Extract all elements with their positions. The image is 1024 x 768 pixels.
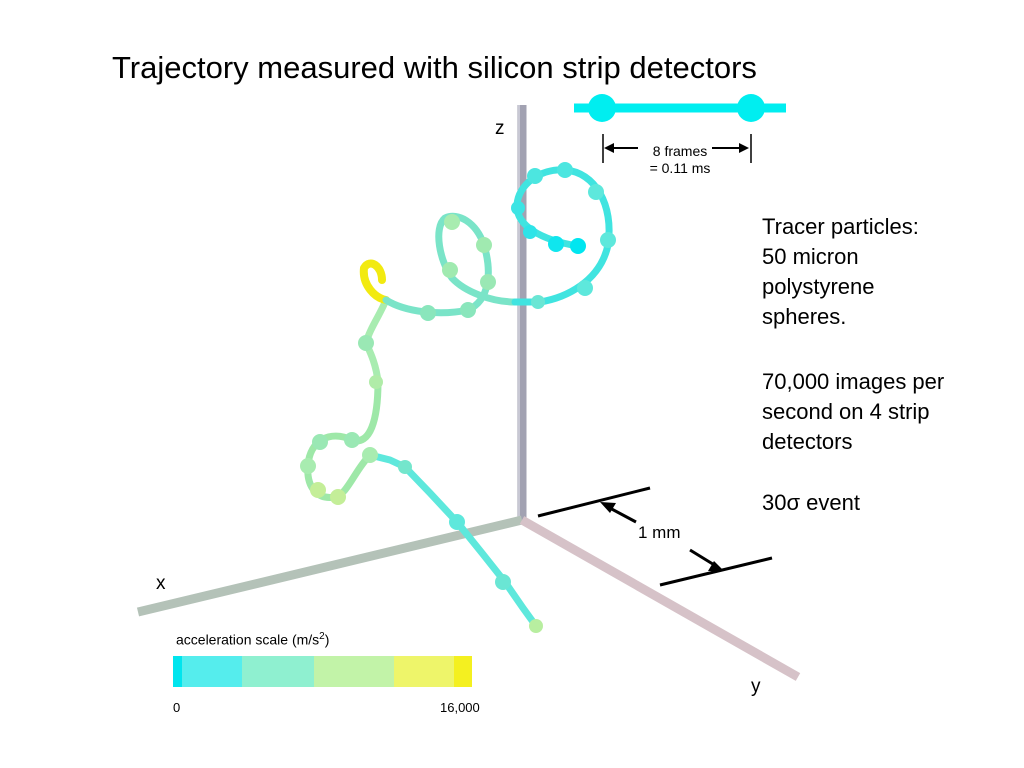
- imaging-note-line: detectors: [762, 429, 853, 454]
- trajectory-bead: [444, 214, 460, 230]
- page-title: Trajectory measured with silicon strip d…: [112, 50, 757, 85]
- trajectory-bead: [570, 238, 586, 254]
- x-axis-label: x: [156, 573, 166, 594]
- y-axis: [519, 516, 801, 681]
- trajectory-bead: [420, 305, 436, 321]
- trajectory-bead: [577, 280, 593, 296]
- color-scale-segment: [173, 656, 182, 687]
- frame-dot-end: [737, 94, 765, 122]
- scale-tick-upper: [537, 486, 651, 518]
- color-scale-segment: [314, 656, 394, 687]
- frame-scale-label: 8 frames = 0.11 ms: [640, 143, 720, 177]
- trajectory-bead: [362, 447, 378, 463]
- trajectory-bead: [312, 434, 328, 450]
- tracer-note-line: spheres.: [762, 304, 847, 329]
- event-note: 30σ event: [762, 488, 860, 518]
- trajectory-bead: [398, 460, 412, 474]
- trajectory-bead: [449, 514, 465, 530]
- trajectory-bead: [527, 168, 543, 184]
- tracer-note-line: Tracer particles:: [762, 214, 919, 239]
- color-scale-segment: [394, 656, 454, 687]
- scale-tick-lower: [659, 556, 773, 587]
- trajectory-bead: [557, 162, 573, 178]
- trajectory-bead: [369, 375, 383, 389]
- acceleration-scale-label-close: ): [324, 631, 330, 648]
- trajectory-bead: [330, 489, 346, 505]
- trajectory-bead: [442, 262, 458, 278]
- trajectory-segment-upper: [382, 212, 519, 317]
- color-scale-segment: [454, 656, 472, 687]
- scale-arrow-lower: [689, 548, 717, 568]
- distance-scale-marker: [537, 486, 773, 587]
- distance-scale-label: 1 mm: [638, 523, 681, 542]
- acceleration-unit-superscript: 2: [319, 631, 325, 642]
- trajectory-bead: [531, 295, 545, 309]
- frame-arrowhead-left: [604, 143, 614, 153]
- tracer-note-line: polystyrene: [762, 274, 875, 299]
- sigma-symbol: σ: [786, 490, 801, 515]
- color-scale-segment: [242, 656, 314, 687]
- trajectory-beads: [300, 162, 616, 633]
- trajectory-bead: [511, 201, 525, 215]
- trajectory-bead: [460, 302, 476, 318]
- imaging-note-line: second on 4 strip: [762, 399, 930, 424]
- trajectory-bead: [300, 458, 316, 474]
- trajectory-bead: [344, 432, 360, 448]
- z-axis-label: z: [495, 118, 505, 139]
- trajectory-bead: [588, 184, 604, 200]
- trajectory-bead: [310, 482, 326, 498]
- imaging-note: 70,000 images per second on 4 strip dete…: [762, 367, 944, 457]
- color-scale-segment: [182, 656, 242, 687]
- axes: [136, 105, 801, 681]
- trajectory-bead: [529, 619, 543, 633]
- acceleration-scale-min: 0: [173, 700, 181, 715]
- tracer-note: Tracer particles: 50 micron polystyrene …: [762, 212, 919, 332]
- trajectory-bead: [495, 574, 511, 590]
- trajectory-bead: [600, 232, 616, 248]
- frame-scale-marker: [574, 94, 786, 163]
- y-axis-label: y: [751, 676, 761, 697]
- trajectory-segment-yellow: [359, 259, 390, 304]
- scale-arrowhead-upper: [600, 502, 616, 513]
- x-axis: [136, 515, 524, 617]
- acceleration-scale-label: acceleration scale (m/s: [176, 631, 320, 648]
- frame-dot-start: [588, 94, 616, 122]
- event-note-value: 30: [762, 490, 787, 515]
- tracer-note-line: 50 micron: [762, 244, 859, 269]
- event-note-text: event: [800, 490, 860, 515]
- trajectory-bead: [358, 335, 374, 351]
- scale-arrowhead-lower: [708, 561, 724, 571]
- frame-scale-line2: = 0.11 ms: [649, 160, 711, 176]
- trajectory-bead: [523, 225, 537, 239]
- imaging-note-line: 70,000 images per: [762, 369, 945, 394]
- acceleration-color-scale: [173, 656, 472, 687]
- frame-arrowhead-right: [739, 143, 749, 153]
- trajectory-bead: [548, 236, 564, 252]
- scale-arrow-upper: [607, 505, 637, 524]
- acceleration-scale-title: acceleration scale (m/s2): [176, 631, 329, 648]
- trajectory-bead: [476, 237, 492, 253]
- trajectory-bead: [480, 274, 496, 290]
- frame-scale-line1: 8 frames: [652, 143, 708, 159]
- acceleration-scale-max: 16,000: [440, 700, 480, 715]
